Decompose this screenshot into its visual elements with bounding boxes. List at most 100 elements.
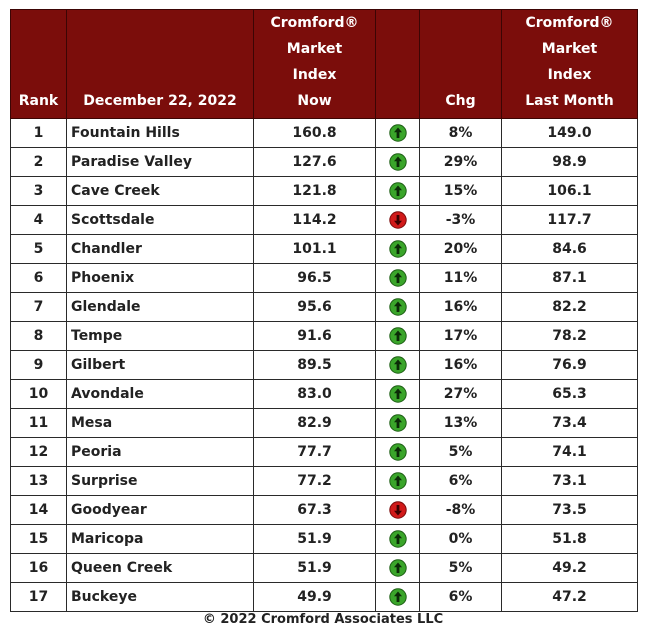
- index-last-cell: 149.0: [501, 118, 638, 148]
- arrow-up-icon: [388, 327, 407, 345]
- table-row: 1 Fountain Hills 160.8 8% 149.0: [10, 118, 638, 148]
- rank-cell: 12: [10, 437, 67, 467]
- table-row: 8 Tempe 91.6 17% 78.2: [10, 321, 638, 351]
- rank-cell: 1: [10, 118, 67, 148]
- table-row: 6 Phoenix 96.5 11% 87.1: [10, 263, 638, 293]
- direction-cell: [375, 524, 420, 554]
- index-last-cell: 76.9: [501, 350, 638, 380]
- table-row: 13 Surprise 77.2 6% 73.1: [10, 466, 638, 496]
- direction-cell: [375, 292, 420, 322]
- rank-cell: 7: [10, 292, 67, 322]
- arrow-up-icon: [388, 153, 407, 171]
- rank-cell: 5: [10, 234, 67, 264]
- chg-cell: -3%: [419, 205, 502, 235]
- table-row: 2 Paradise Valley 127.6 29% 98.9: [10, 147, 638, 177]
- header-index-now-line-4: Now: [297, 93, 332, 109]
- index-last-cell: 98.9: [501, 147, 638, 177]
- direction-cell: [375, 147, 420, 177]
- arrow-up-icon: [388, 269, 407, 287]
- index-last-cell: 73.5: [501, 495, 638, 525]
- header-row: Rank December 22, 2022 Cromford® Market …: [10, 9, 638, 119]
- arrow-up-icon: [388, 414, 407, 432]
- index-last-cell: 117.7: [501, 205, 638, 235]
- index-now-cell: 51.9: [253, 553, 376, 583]
- direction-cell: [375, 495, 420, 525]
- index-now-cell: 89.5: [253, 350, 376, 380]
- table-body: 1 Fountain Hills 160.8 8% 149.0 2 Paradise Val…: [10, 118, 638, 612]
- index-now-cell: 160.8: [253, 118, 376, 148]
- header-date: December 22, 2022: [66, 9, 254, 119]
- index-now-cell: 114.2: [253, 205, 376, 235]
- market-index-table-container: Rank December 22, 2022 Cromford® Market …: [10, 9, 638, 612]
- rank-cell: 17: [10, 582, 67, 612]
- table-row: 7 Glendale 95.6 16% 82.2: [10, 292, 638, 322]
- header-index-now-line-1: Cromford®: [270, 15, 359, 31]
- city-name-cell: Queen Creek: [66, 553, 254, 583]
- city-name-cell: Scottsdale: [66, 205, 254, 235]
- chg-cell: 6%: [419, 582, 502, 612]
- direction-cell: [375, 379, 420, 409]
- chg-cell: -8%: [419, 495, 502, 525]
- city-name-cell: Gilbert: [66, 350, 254, 380]
- direction-cell: [375, 263, 420, 293]
- header-index-last-line-1: Cromford®: [525, 15, 614, 31]
- rank-cell: 16: [10, 553, 67, 583]
- index-last-cell: 73.4: [501, 408, 638, 438]
- table-row: 11 Mesa 82.9 13% 73.4: [10, 408, 638, 438]
- city-name-cell: Chandler: [66, 234, 254, 264]
- arrow-up-icon: [388, 124, 407, 142]
- arrow-up-icon: [388, 240, 407, 258]
- header-index-last: Cromford® Market Index Last Month: [501, 9, 638, 119]
- arrow-up-icon: [388, 182, 407, 200]
- city-name-cell: Peoria: [66, 437, 254, 467]
- index-now-cell: 82.9: [253, 408, 376, 438]
- table-row: 4 Scottsdale 114.2 -3% 117.7: [10, 205, 638, 235]
- copyright-footer: © 2022 Cromford Associates LLC: [202, 612, 444, 627]
- index-last-cell: 47.2: [501, 582, 638, 612]
- direction-cell: [375, 176, 420, 206]
- chg-cell: 0%: [419, 524, 502, 554]
- rank-cell: 4: [10, 205, 67, 235]
- table-row: 16 Queen Creek 51.9 5% 49.2: [10, 553, 638, 583]
- header-direction: [375, 9, 420, 119]
- index-last-cell: 51.8: [501, 524, 638, 554]
- chg-cell: 16%: [419, 292, 502, 322]
- header-index-last-line-3: Index: [547, 67, 592, 83]
- index-now-cell: 77.2: [253, 466, 376, 496]
- index-now-cell: 49.9: [253, 582, 376, 612]
- direction-cell: [375, 118, 420, 148]
- chg-cell: 15%: [419, 176, 502, 206]
- header-rank: Rank: [10, 9, 67, 119]
- arrow-down-icon: [388, 501, 407, 519]
- header-index-last-line-2: Market: [541, 41, 598, 57]
- header-index-now-line-3: Index: [292, 67, 337, 83]
- chg-cell: 11%: [419, 263, 502, 293]
- chg-cell: 6%: [419, 466, 502, 496]
- city-name-cell: Tempe: [66, 321, 254, 351]
- rank-cell: 13: [10, 466, 67, 496]
- city-name-cell: Glendale: [66, 292, 254, 322]
- header-index-now: Cromford® Market Index Now: [253, 9, 376, 119]
- index-last-cell: 82.2: [501, 292, 638, 322]
- index-now-cell: 95.6: [253, 292, 376, 322]
- table-row: 10 Avondale 83.0 27% 65.3: [10, 379, 638, 409]
- index-now-cell: 121.8: [253, 176, 376, 206]
- direction-cell: [375, 437, 420, 467]
- index-last-cell: 74.1: [501, 437, 638, 467]
- table-row: 9 Gilbert 89.5 16% 76.9: [10, 350, 638, 380]
- arrow-up-icon: [388, 443, 407, 461]
- chg-cell: 5%: [419, 553, 502, 583]
- header-index-now-line-2: Market: [286, 41, 343, 57]
- arrow-up-icon: [388, 356, 407, 374]
- arrow-up-icon: [388, 472, 407, 490]
- rank-cell: 3: [10, 176, 67, 206]
- index-last-cell: 84.6: [501, 234, 638, 264]
- chg-cell: 8%: [419, 118, 502, 148]
- chg-cell: 5%: [419, 437, 502, 467]
- direction-cell: [375, 553, 420, 583]
- table-row: 3 Cave Creek 121.8 15% 106.1: [10, 176, 638, 206]
- index-last-cell: 65.3: [501, 379, 638, 409]
- rank-cell: 14: [10, 495, 67, 525]
- index-now-cell: 51.9: [253, 524, 376, 554]
- arrow-up-icon: [388, 530, 407, 548]
